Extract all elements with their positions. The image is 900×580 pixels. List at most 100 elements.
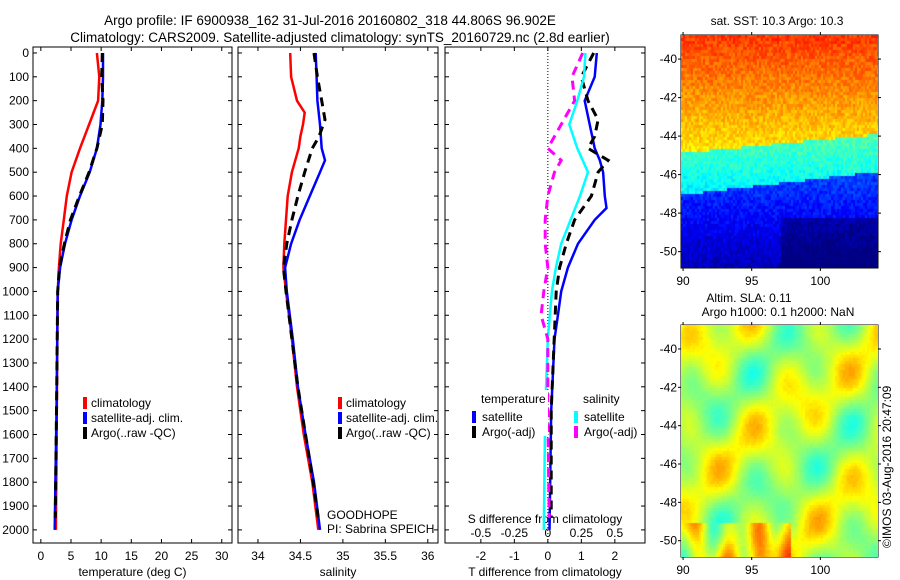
s-tick-label: 0.5 bbox=[607, 526, 624, 540]
sla-map-title-line2: Argo h1000: 0.1 h2000: NaN bbox=[702, 305, 855, 319]
lat-tick-label: -50 bbox=[660, 245, 678, 259]
legend-marker bbox=[472, 426, 476, 438]
legend-label: satellite-adj. clim. bbox=[346, 411, 438, 425]
figure-title-line1: Argo profile: IF 6900938_162 31-Jul-2016… bbox=[104, 13, 556, 28]
legend-header-temperature: temperature bbox=[481, 392, 546, 406]
project-label: GOODHOPE bbox=[327, 508, 398, 522]
depth-tick-label: 1800 bbox=[2, 475, 29, 489]
x-tick-label: 1 bbox=[578, 549, 585, 563]
legend-marker bbox=[338, 427, 342, 439]
figure-title-line2: Climatology: CARS2009. Satellite-adjuste… bbox=[70, 30, 610, 45]
depth-tick-label: 0 bbox=[22, 46, 29, 60]
lat-tick-label: -44 bbox=[660, 419, 678, 433]
depth-tick-label: 2000 bbox=[2, 523, 29, 537]
temperature-xlabel: temperature (deg C) bbox=[78, 565, 186, 579]
legend-marker bbox=[83, 427, 87, 439]
depth-tick-label: 1700 bbox=[2, 451, 29, 465]
legend-marker bbox=[83, 397, 87, 409]
depth-tick-label: 800 bbox=[9, 237, 29, 251]
lat-tick-label: -44 bbox=[660, 129, 678, 143]
x-tick-label: 15 bbox=[125, 549, 139, 563]
legend-marker bbox=[338, 397, 342, 409]
series-salinity-satellite bbox=[542, 52, 590, 530]
depth-tick-label: 1300 bbox=[2, 356, 29, 370]
x-tick-label: 10 bbox=[94, 549, 108, 563]
x-tick-label: 35.5 bbox=[374, 549, 398, 563]
legend-label: Argo(-adj) bbox=[482, 425, 535, 439]
salinity-axes-box bbox=[237, 46, 439, 544]
lat-tick-label: -46 bbox=[660, 457, 678, 471]
temperature-axes-box bbox=[32, 46, 233, 544]
x-tick-label: 20 bbox=[155, 549, 169, 563]
x-tick-label: 5 bbox=[68, 549, 75, 563]
legend-label: climatology bbox=[346, 396, 406, 410]
sst-map: 90 95 100 -40 -42 -44 -46 -48 -50 sat. SST: 10.3 … bbox=[660, 14, 881, 288]
depth-tick-label: 1900 bbox=[2, 499, 29, 513]
legend-label: Argo(..raw -QC) bbox=[346, 426, 431, 440]
lat-tick-label: -40 bbox=[660, 342, 678, 356]
depth-tick-label: 500 bbox=[9, 165, 29, 179]
sla-map: 90 95 100 -40 -42 -44 -46 -48 -50 Altim. SLA: 0.1… bbox=[660, 291, 881, 577]
lat-tick-label: -48 bbox=[660, 495, 678, 509]
depth-tick-label: 900 bbox=[9, 261, 29, 275]
legend-marker bbox=[83, 412, 87, 424]
depth-tick-label: 400 bbox=[9, 141, 29, 155]
legend-marker bbox=[338, 412, 342, 424]
lon-tick-label: 90 bbox=[676, 274, 690, 288]
s-tick-label: 0.25 bbox=[570, 526, 594, 540]
x-tick-label: 34.5 bbox=[289, 549, 313, 563]
x-tick-label: 34 bbox=[251, 549, 265, 563]
legend-bg bbox=[476, 390, 548, 436]
series-argo-raw-qc- bbox=[281, 52, 327, 519]
depth-tick-label: 700 bbox=[9, 213, 29, 227]
lon-tick-label: 95 bbox=[745, 563, 759, 577]
series-argo-raw-qc- bbox=[53, 52, 105, 519]
depth-tick-label: 300 bbox=[9, 118, 29, 132]
series-temperature-satellite bbox=[548, 52, 608, 530]
sst-map-title: sat. SST: 10.3 Argo: 10.3 bbox=[711, 14, 844, 28]
lon-tick-label: 100 bbox=[810, 274, 830, 288]
sla-map-title-line1: Altim. SLA: 0.11 bbox=[706, 291, 791, 305]
pi-label: PI: Sabrina SPEICH bbox=[327, 522, 434, 536]
lat-tick-label: -46 bbox=[660, 168, 678, 182]
lat-tick-label: -50 bbox=[660, 534, 678, 548]
lon-tick-label: 100 bbox=[810, 563, 830, 577]
lon-tick-label: 90 bbox=[676, 563, 690, 577]
s-tick-label: -0.25 bbox=[501, 526, 529, 540]
lat-tick-label: -48 bbox=[660, 206, 678, 220]
s-tick-label: -0.5 bbox=[471, 526, 492, 540]
difference-panel: -2 -1 0 1 2 T difference from climatology -0.5… bbox=[444, 46, 646, 579]
legend-bg bbox=[582, 390, 640, 436]
series-temperature-argo-adj- bbox=[549, 52, 611, 518]
lon-tick-label: 95 bbox=[745, 274, 759, 288]
legend-marker bbox=[472, 411, 476, 423]
salinity-panel: 34 34.5 35 35.5 36 salinity climatologysatelli… bbox=[237, 46, 439, 579]
x-tick-label: 2 bbox=[612, 549, 619, 563]
lat-tick-label: -42 bbox=[660, 91, 678, 105]
series-satellite-adj-clim- bbox=[283, 52, 327, 531]
legend-label: Argo(..raw -QC) bbox=[91, 426, 176, 440]
annotations: GOODHOPE PI: Sabrina SPEICH ©IMOS 03-Aug… bbox=[327, 385, 894, 548]
legend-label: Argo(-adj) bbox=[584, 425, 637, 439]
legend-label: satellite bbox=[584, 410, 625, 424]
legend-marker bbox=[574, 411, 578, 423]
lat-tick-label: -42 bbox=[660, 380, 678, 394]
temperature-panel: 0100200300400500600700800900100011001200… bbox=[2, 46, 233, 579]
depth-tick-label: 1400 bbox=[2, 380, 29, 394]
legend-label: satellite-adj. clim. bbox=[91, 411, 183, 425]
legend-marker bbox=[574, 426, 578, 438]
depth-tick-label: 1000 bbox=[2, 284, 29, 298]
x-tick-label: -1 bbox=[509, 549, 520, 563]
x-tick-label: 0 bbox=[37, 549, 44, 563]
s-tick-label: 0 bbox=[545, 526, 552, 540]
series-salinity-argo-adj- bbox=[539, 52, 585, 519]
depth-tick-label: 1600 bbox=[2, 428, 29, 442]
depth-tick-label: 200 bbox=[9, 94, 29, 108]
salinity-xlabel: salinity bbox=[320, 565, 357, 579]
lat-tick-label: -40 bbox=[660, 52, 678, 66]
difference-xlabel: T difference from climatology bbox=[468, 565, 622, 579]
legend-label: climatology bbox=[91, 396, 151, 410]
depth-tick-label: 1200 bbox=[2, 332, 29, 346]
depth-tick-label: 1100 bbox=[3, 308, 29, 322]
